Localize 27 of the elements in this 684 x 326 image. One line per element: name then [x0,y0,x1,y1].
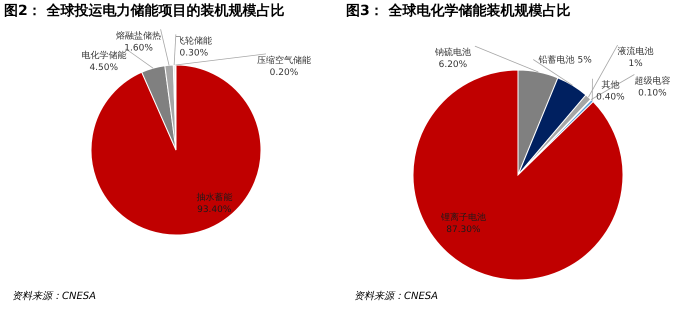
slice-label: 钠硫电池 [434,47,471,58]
slice-label: 其他 [601,80,620,91]
slice-label: 液流电池 [618,46,654,58]
text: 资料来源：CNESA [12,290,96,302]
data-label: 1.60% [124,43,154,54]
pie-slice [412,70,624,280]
slice-label: 飞轮储能 [176,35,212,46]
data-label: 1% [628,59,644,70]
data-label: 93.40% [197,204,232,215]
chart-title: 图3： 全球电化学储能装机规模占比 [346,3,571,19]
slice-label: 超级电容 [634,76,670,86]
pie-slice [90,64,262,236]
data-label: 87.30% [446,225,481,235]
chart-title: 图2： 全球投运电力储能项目的装机规模占比 [4,3,285,19]
slice-label: 抽水蓄能 [196,192,232,203]
slice-label: 锂离子电池 [440,212,486,223]
data-label: 4.50% [89,62,118,73]
slice-label: 铅蓄电池 5% [538,54,592,66]
slice-label: 电化学储能 [81,50,126,61]
slice-label: 压缩空气储能 [256,54,311,66]
data-label: 0.30% [180,48,209,58]
data-label: 0.10% [638,88,668,98]
text: 资料来源：CNESA [354,290,438,302]
data-label: 0.20% [270,68,299,78]
data-label: 0.40% [596,92,626,103]
data-label: 6.20% [438,60,468,70]
slice-label: 熔融盐储热 [116,30,162,42]
